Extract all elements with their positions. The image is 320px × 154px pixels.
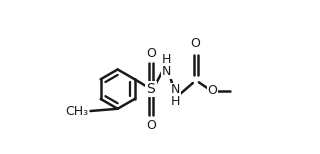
Text: O: O [191,37,200,50]
Text: H
N: H N [162,53,172,78]
Text: S: S [147,82,155,96]
Text: N
H: N H [171,83,180,108]
Text: O: O [146,47,156,60]
Text: O: O [146,119,156,132]
Text: CH₃: CH₃ [66,105,89,118]
Text: O: O [207,84,217,97]
